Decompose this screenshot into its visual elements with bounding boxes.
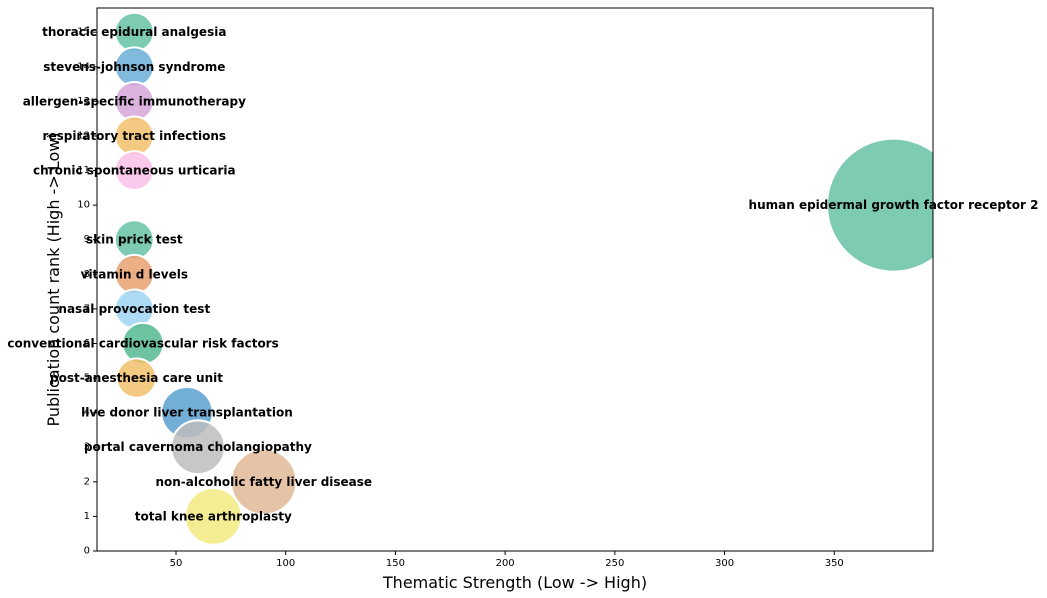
bubble-label: non-alcoholic fatty liver disease (155, 475, 372, 489)
bubble-label: live donor liver transplantation (81, 406, 293, 420)
y-tick-label: 12 (77, 130, 90, 141)
x-tick-label: 150 (386, 558, 405, 569)
y-tick-label: 13 (77, 96, 90, 107)
y-tick-label: 6 (84, 338, 90, 349)
x-tick-label: 50 (170, 558, 183, 569)
bubble-label: allergen-specific immunotherapy (23, 94, 246, 108)
x-tick-label: 100 (276, 558, 295, 569)
y-tick-label: 9 (84, 234, 90, 245)
bubble-labels-layer: thoracic epidural analgesia stevens-johns… (7, 25, 1038, 523)
bubble-label: nasal provocation test (58, 302, 210, 316)
y-tick-label: 0 (84, 546, 90, 557)
bubble-point (230, 448, 298, 516)
y-axis-label: Publication count rank (High -> Low) (44, 132, 63, 426)
y-tick-label: 5 (84, 373, 90, 384)
bubble-point (113, 150, 155, 191)
x-axis-ticks: 50 100 150 200 250 300 350 (170, 551, 844, 569)
x-axis-label: Thematic Strength (Low -> High) (382, 573, 647, 592)
y-tick-label: 1 (84, 511, 90, 522)
bubble-point (170, 419, 226, 476)
x-tick-label: 200 (496, 558, 515, 569)
bubble-label: chronic spontaneous urticaria (33, 164, 236, 178)
bubble-point (115, 357, 158, 399)
x-tick-label: 300 (715, 558, 734, 569)
bubble-label: human epidermal growth factor receptor 2 (749, 198, 1039, 212)
bubble-label: stevens-johnson syndrome (43, 60, 225, 74)
bubble-label: portal cavernoma cholangiopathy (84, 440, 312, 454)
y-tick-label: 7 (84, 303, 90, 314)
y-tick-label: 10 (77, 200, 90, 211)
y-tick-label: 3 (84, 442, 90, 453)
y-tick-label: 4 (84, 407, 90, 418)
bubble-label: total knee arthroplasty (135, 509, 292, 523)
bubble-label: vitamin d levels (81, 267, 188, 281)
y-tick-label: 2 (84, 476, 90, 487)
x-tick-label: 250 (605, 558, 624, 569)
bubble-label: conventional cardiovascular risk factors (7, 336, 278, 350)
bubble-point (826, 137, 933, 273)
bubble-label: skin prick test (86, 233, 183, 247)
plot-frame (96, 7, 934, 552)
y-tick-label: 14 (77, 61, 90, 72)
x-tick-label: 350 (825, 558, 844, 569)
y-tick-label: 15 (77, 27, 90, 38)
bubble-point (183, 487, 243, 546)
y-tick-label: 11 (77, 165, 90, 176)
bubble-label: thoracic epidural analgesia (42, 25, 226, 39)
y-tick-label: 8 (84, 269, 90, 280)
bubble-label: respiratory tract infections (43, 129, 227, 143)
bubbles-layer (113, 11, 933, 546)
bubble-label: post-anesthesia care unit (50, 371, 223, 385)
